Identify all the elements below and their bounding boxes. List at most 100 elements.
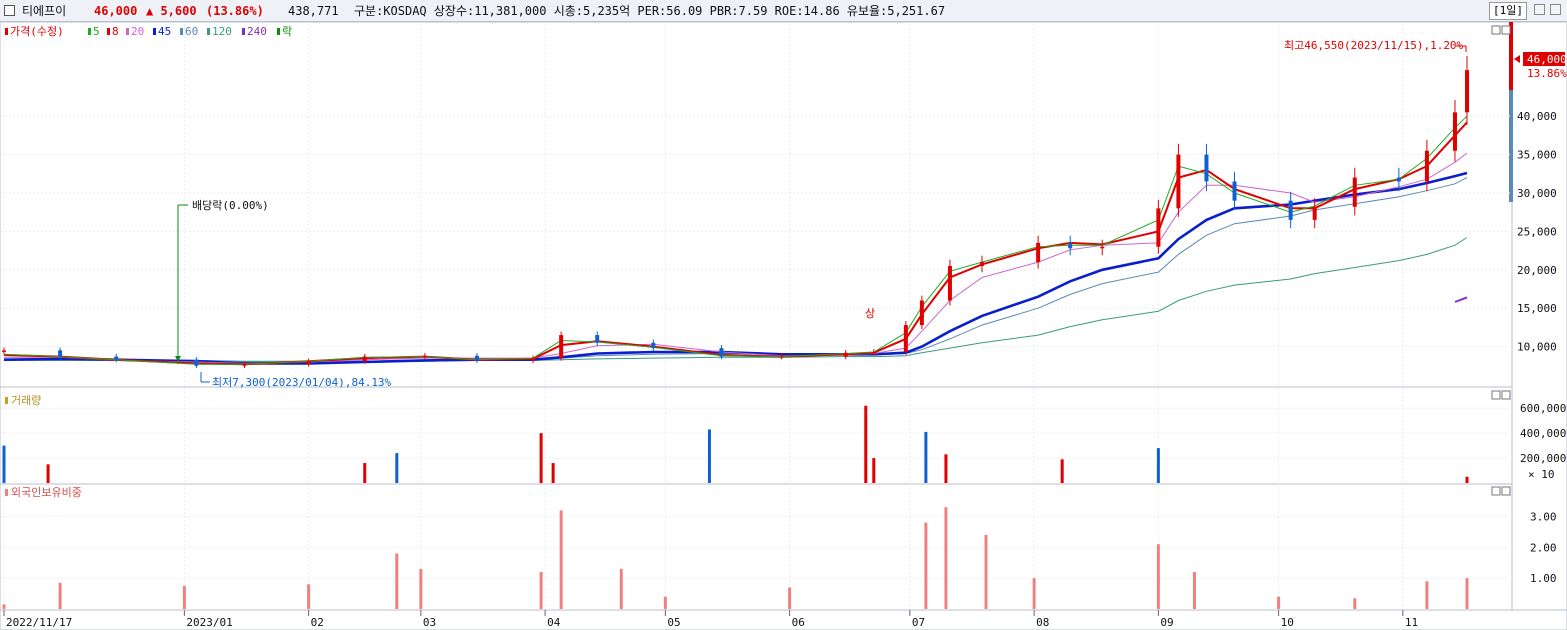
candle-body [1068,242,1073,249]
volume-bar [2,445,6,483]
foreign-ratio-bar [924,522,928,609]
dividend-annotation: 배당락(0.00%) [192,199,269,212]
x-tick-label: 02 [311,616,324,629]
ma-line-240 [1454,296,1468,303]
candle-body [422,355,427,357]
volume-bar [864,405,868,483]
foreign-tick-label: 3.00 [1530,511,1557,524]
price-change: ▲ 5,600 [146,4,197,18]
candle-body [947,265,952,301]
foreign-legend-marker [5,489,8,496]
foreign-ratio-bar [419,568,423,609]
x-tick-label: 10 [1281,616,1294,629]
y-tick-labels: 10,000 15,000 20,000 25,000 30,000 35,000 40,0… [1517,110,1566,585]
legend-marker [153,28,156,35]
candle-body [1396,177,1401,182]
price-panel [0,21,1513,388]
volume-legend-marker [5,397,8,404]
candle-body [595,335,600,343]
foreign-ratio-bar [663,596,667,609]
legend-label: 락 [282,25,292,38]
stock-info-bar: 티에프이 46,000 ▲ 5,600 (13.86%) 438,771 구분:… [0,0,1567,22]
legend-label: 8 [112,25,119,38]
candle-body [779,356,784,358]
legend-label: 120 [212,25,232,38]
dividend-arrow-icon [175,356,181,362]
foreign-ratio-bar [788,587,792,609]
select-checkbox[interactable] [4,5,15,16]
foreign-ratio-bar [1032,578,1036,609]
candle-body [1424,150,1429,182]
candle-body [1352,177,1357,207]
foreign-ratio-bar [307,584,311,609]
candle-body [871,351,876,353]
volume-bar [1060,459,1064,483]
price-tick-label: 20,000 [1517,264,1557,277]
price-panel-restore-icon[interactable] [1491,25,1501,35]
candle-body [58,350,63,357]
legend-marker [207,28,210,35]
foreign-ratio-bars [2,507,1469,609]
candle-body [1465,70,1469,113]
candlesticks [2,55,1469,369]
volume-panel-close-icon[interactable] [1501,390,1511,400]
price-panel-close-icon[interactable] [1501,25,1511,35]
candle-body [719,348,724,357]
candle-body [903,325,908,352]
volume-bar [551,463,555,483]
volume-bars [2,405,1469,483]
price-tick-label: 40,000 [1517,110,1557,123]
volume-panel-restore-icon[interactable] [1491,390,1501,400]
candle-body [1288,200,1293,220]
period-selector[interactable]: [1일] [1489,2,1527,20]
x-tick-label: 2023/01 [186,616,232,629]
candle-body [1156,208,1161,247]
price-tick-label: 30,000 [1517,187,1557,200]
candle-body [242,364,247,366]
volume-unit-label: × 10 [1528,468,1555,481]
legend-label: 5 [93,25,100,38]
candle-body [474,355,479,361]
candle-body [531,358,536,361]
foreign-legend: 외국인보유비중 [11,486,82,499]
legend-marker [277,28,280,35]
candle-body [980,262,985,266]
candle-body [1036,242,1041,263]
foreign-ratio-bar [1465,578,1469,609]
close-icon[interactable] [1550,4,1561,15]
x-tick-label: 2022/11/17 [6,616,72,629]
x-tick-label: 06 [792,616,805,629]
candle-body [1100,246,1105,249]
foreign-ratio-bar [2,604,6,609]
limit-up-mark: 상 [865,307,875,320]
volume-tick-label: 600,000 [1520,402,1566,415]
foreign-ratio-bar [182,585,186,609]
candle-body [2,350,6,352]
volume-tick-label: 400,000 [1520,427,1566,440]
candle-body [194,359,199,366]
foreign-tick-label: 1.00 [1530,572,1557,585]
legend-label: 240 [247,25,267,38]
volume-bar [924,431,928,483]
volume-bar [395,453,399,483]
candle-body [559,335,564,359]
legend-label: 20 [131,25,144,38]
trade-volume: 438,771 [288,4,339,18]
restore-icon[interactable] [1534,4,1545,15]
foreign-ratio-bar [58,582,62,609]
foreign-tick-label: 2.00 [1530,541,1557,554]
foreign-ratio-bar [619,568,623,609]
foreign-panel-close-icon[interactable] [1501,486,1511,496]
x-tick-label: 08 [1036,616,1049,629]
x-tick-label: 07 [912,616,925,629]
volume-bar [46,464,50,483]
legend-marker [242,28,245,35]
volume-bar [1156,448,1160,483]
price-range-bar-lower [1509,90,1513,202]
volume-bar [872,458,876,483]
legend-label: 가격(수정) [10,25,64,38]
volume-legend: 거래량 [11,394,41,407]
foreign-panel-restore-icon[interactable] [1491,486,1501,496]
x-tick-label: 09 [1160,616,1173,629]
